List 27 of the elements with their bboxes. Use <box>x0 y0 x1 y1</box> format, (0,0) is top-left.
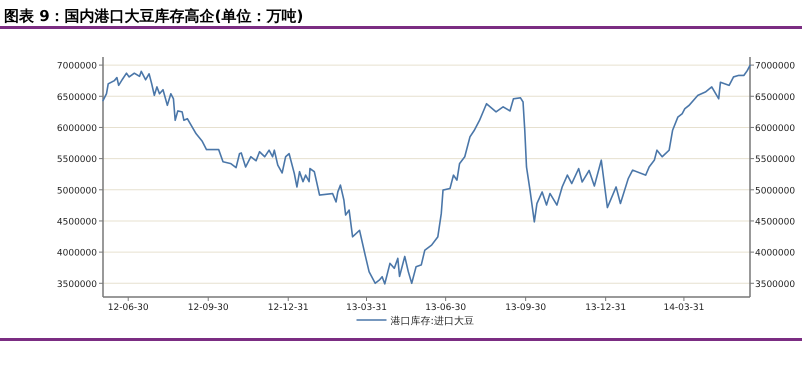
y-tick-label: 3500000 <box>56 280 98 290</box>
y2-tick-label: 7000000 <box>755 62 796 72</box>
x-tick-label: 12-09-30 <box>188 303 229 313</box>
x-tick-label: 12-12-31 <box>268 303 309 313</box>
x-tick-label: 13-12-31 <box>585 303 626 313</box>
y-tick-label: 7000000 <box>56 62 98 72</box>
y-tick-label: 6500000 <box>56 92 98 103</box>
legend-label: 港口库存:进口大豆 <box>390 315 474 327</box>
y2-tick-label: 5000000 <box>755 186 796 196</box>
y-tick-label: 5000000 <box>56 186 98 196</box>
chart-title: 图表 9：国内港口大豆库存高企(单位：万吨) <box>4 7 304 25</box>
x-tick-label: 13-03-31 <box>346 303 387 313</box>
y2-tick-label: 6500000 <box>755 92 796 103</box>
x-tick-label: 14-03-31 <box>663 303 704 313</box>
line-series <box>102 64 751 285</box>
y2-tick-label: 3500000 <box>755 280 796 290</box>
y-tick-label: 6000000 <box>56 124 98 134</box>
x-tick-label: 12-06-30 <box>108 303 149 313</box>
y-tick-label: 4000000 <box>56 248 98 259</box>
y2-tick-label: 4500000 <box>755 217 796 228</box>
y2-tick-label: 4000000 <box>755 248 796 259</box>
y-tick-label: 4500000 <box>56 217 98 228</box>
y-tick-label: 5500000 <box>56 155 98 166</box>
x-tick-label: 13-06-30 <box>425 303 466 313</box>
x-tick-label: 13-09-30 <box>505 303 546 313</box>
y2-tick-label: 6000000 <box>755 124 796 134</box>
y2-tick-label: 5500000 <box>755 155 796 166</box>
